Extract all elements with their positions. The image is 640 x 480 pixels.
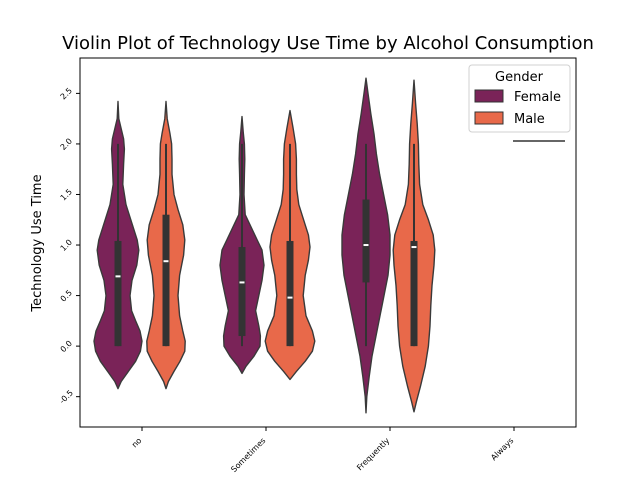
- violin-iqr-box: [162, 214, 170, 347]
- violin-median: [411, 246, 417, 249]
- violin-median: [287, 296, 293, 299]
- y-axis: -0.5 0.0 0.5 1.0 1.5 2.0 2.5: [58, 86, 80, 406]
- x-tick-label: Sometimes: [229, 436, 267, 474]
- violin-iqr-box: [286, 240, 294, 347]
- y-tick-label: 1.0: [59, 238, 74, 253]
- x-tick-label: Frequently: [355, 436, 391, 472]
- legend-title: Gender: [495, 70, 544, 85]
- legend-label-female: Female: [514, 90, 561, 105]
- y-tick-label: 1.5: [59, 187, 74, 202]
- violin-median: [363, 244, 369, 247]
- legend-swatch-male: [474, 111, 504, 125]
- y-axis-label: Technology Use Time: [30, 174, 45, 312]
- legend: Gender Female Male: [468, 64, 571, 133]
- violin-iqr-box: [362, 199, 370, 283]
- y-tick-label: 2.0: [59, 137, 74, 152]
- chart-title: Violin Plot of Technology Use Time by Al…: [62, 33, 594, 54]
- y-tick-label: 2.5: [59, 86, 74, 101]
- plot-frame: [79, 57, 577, 428]
- y-tick-label: 0.5: [59, 288, 74, 303]
- x-tick-label: no: [130, 436, 143, 449]
- violin-iqr-box: [114, 240, 122, 347]
- legend-label-male: Male: [514, 112, 545, 127]
- y-tick-label: 0.0: [59, 339, 74, 354]
- violin-iqr-box: [410, 240, 418, 347]
- violin-median: [115, 275, 121, 278]
- plot-content: [93, 77, 436, 414]
- x-tick-label: Always: [489, 436, 515, 462]
- violin-median: [239, 281, 245, 284]
- violin-median: [163, 260, 169, 263]
- x-axis: no Sometimes Frequently Always: [130, 427, 515, 474]
- legend-swatch-female: [474, 89, 504, 103]
- y-tick-label: -0.5: [58, 388, 75, 405]
- violin-iqr-box: [238, 247, 246, 337]
